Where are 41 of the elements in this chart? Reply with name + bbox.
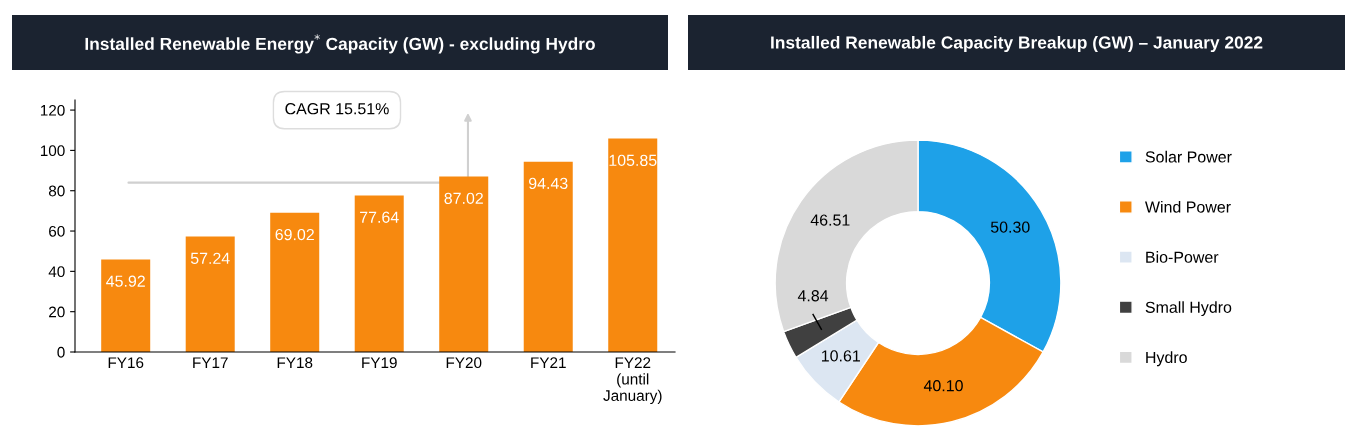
- bar: [101, 259, 151, 352]
- x-tick-label: FY19: [362, 357, 397, 369]
- y-tick-label: 80: [48, 185, 65, 197]
- x-tick-label: FY20: [446, 357, 482, 369]
- data-label: 46.51: [810, 214, 850, 226]
- bar: [185, 236, 235, 352]
- legend-label: Wind Power: [1145, 200, 1231, 213]
- y-tick-label: 0: [57, 346, 65, 358]
- y-tick-label: 40: [48, 266, 65, 278]
- x-tick-label: FY22 (until January): [603, 357, 662, 405]
- data-label: 50.30: [990, 221, 1030, 233]
- data-label: 69.02: [275, 228, 314, 241]
- data-label: 77.64: [360, 211, 399, 223]
- chart-title: Installed Renewable Energy$^{*}$ Capacity (GW) - excluding Hydro: [85, 34, 595, 54]
- legend-label: Small Hydro: [1145, 301, 1232, 317]
- x-tick-label: FY17: [193, 357, 228, 368]
- data-label: 105.85: [609, 154, 657, 166]
- data-label: 57.24: [190, 252, 230, 264]
- data-label: 94.43: [529, 177, 568, 190]
- y-tick-label: 60: [49, 225, 65, 237]
- legend-label: Bio-Power: [1146, 251, 1219, 263]
- data-label: 10.61: [821, 350, 860, 362]
- legend-label: Hydro: [1146, 351, 1187, 367]
- x-tick-label: FY21: [531, 357, 566, 368]
- data-label: 40.10: [923, 380, 963, 392]
- bar: [439, 176, 489, 352]
- data-label: 87.02: [444, 192, 483, 204]
- bar: [270, 212, 320, 352]
- chart-title: Installed Renewable Capacity Breakup (GW) – January 2022: [771, 35, 1263, 53]
- data-label: 45.92: [106, 275, 145, 287]
- x-tick-label: FY18: [277, 357, 313, 369]
- y-tick-label: 100: [40, 145, 65, 157]
- y-tick-label: 120: [40, 104, 65, 116]
- y-tick-label: 20: [49, 306, 65, 318]
- bar: [523, 161, 573, 352]
- data-label: 4.84: [797, 290, 829, 302]
- annotation: CAGR 15.51%: [285, 103, 389, 115]
- legend-label: Solar Power: [1145, 150, 1232, 163]
- bar: [354, 195, 404, 352]
- x-tick-label: FY16: [108, 357, 144, 369]
- bar: [608, 138, 658, 352]
